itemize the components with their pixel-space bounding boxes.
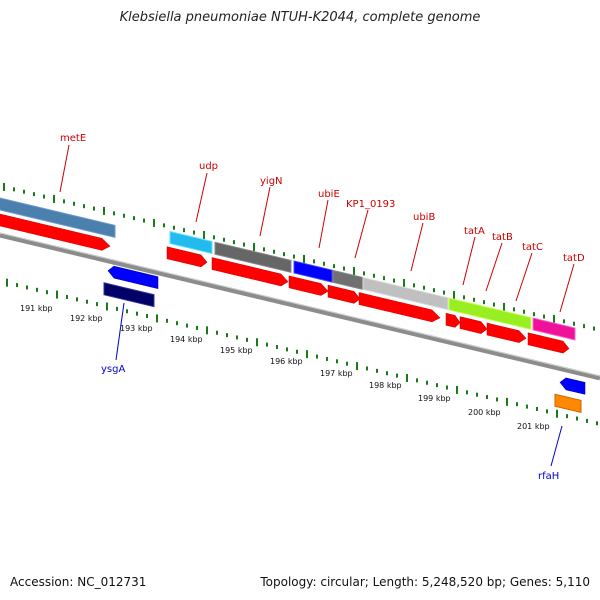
scale-label-191: 191 kbp — [20, 304, 53, 313]
label-tatB: tatB — [492, 232, 513, 243]
label-ubiB: ubiB — [413, 212, 435, 223]
cds-ubiE — [288, 275, 329, 296]
map-title: Klebsiella pneumoniae NTUH-K2044, comple… — [119, 10, 481, 25]
cds-ubiB — [358, 292, 441, 323]
scale-label-193: 193 kbp — [120, 324, 153, 333]
cds-metE — [0, 212, 111, 251]
scale-label-201: 201 kbp — [517, 422, 550, 431]
label-tatD: tatD — [563, 253, 585, 264]
leader-KP1_0193 — [354, 209, 369, 259]
scale-label-197: 197 kbp — [320, 369, 353, 378]
feature-ubiB — [362, 276, 449, 311]
leader-metE — [59, 144, 70, 193]
reverse-label-leaders — [115, 302, 563, 467]
cds-udp — [166, 246, 208, 268]
scale-label-194: 194 kbp — [170, 335, 203, 344]
label-ysgA: ysgA — [101, 364, 125, 375]
feature-ubiE — [293, 260, 333, 283]
feature-ysgA — [103, 282, 155, 308]
label-KP1_0193: KP1_0193 — [346, 199, 395, 210]
label-metE: metE — [60, 133, 86, 144]
scale-label-192: 192 kbp — [70, 314, 103, 323]
backbone-highlight — [0, 232, 600, 377]
accession-text: Accession: NC_012731 — [10, 575, 147, 589]
label-rfaH: rfaH — [538, 471, 559, 482]
cds-tatD — [527, 332, 570, 354]
forward-label-leaders — [59, 144, 575, 313]
leader-rfaH — [550, 425, 563, 467]
cds-rfaH — [559, 377, 586, 395]
leader-tatB — [485, 242, 503, 292]
cds-ysgA — [107, 265, 159, 289]
feature-rfaH — [554, 393, 582, 414]
label-tatC: tatC — [522, 242, 543, 253]
feature-yigN — [214, 241, 292, 273]
reverse-gene-labels: ysgA rfaH — [101, 364, 559, 482]
leader-ysgA — [115, 302, 125, 361]
forward-cds-track — [0, 212, 570, 354]
leader-tatD — [559, 263, 575, 313]
leader-tatA — [462, 236, 476, 286]
leader-tatC — [515, 252, 533, 302]
reverse-feature-track — [103, 265, 586, 414]
cds-tatC — [486, 322, 527, 343]
label-udp: udp — [199, 161, 218, 172]
leader-yigN — [259, 186, 271, 237]
label-ubiE: ubiE — [318, 189, 340, 200]
feature-udp — [169, 230, 213, 255]
scale-label-199: 199 kbp — [418, 394, 451, 403]
feature-tatABC — [448, 297, 532, 331]
upper-scale-ticks — [3, 182, 595, 331]
feature-tatD — [532, 317, 576, 341]
scale-labels: 191 kbp 192 kbp 193 kbp 194 kbp 195 kbp … — [20, 304, 550, 431]
scale-label-195: 195 kbp — [220, 346, 253, 355]
label-yigN: yigN — [260, 176, 283, 187]
scale-label-196: 196 kbp — [270, 357, 303, 366]
leader-ubiE — [318, 199, 329, 249]
genome-summary-text: Topology: circular; Length: 5,248,520 bp… — [260, 575, 590, 589]
lower-scale-ticks — [6, 278, 598, 426]
cds-yigN — [211, 257, 289, 287]
cds-tatB — [459, 316, 488, 334]
feature-KP1_0193 — [332, 269, 364, 291]
forward-feature-track — [0, 196, 576, 341]
leader-ubiB — [410, 222, 424, 272]
cds-tatA — [445, 312, 461, 328]
cds-KP1_0193 — [327, 284, 361, 304]
label-tatA: tatA — [464, 226, 485, 237]
backbone-line — [0, 232, 600, 381]
feature-metE — [0, 196, 116, 239]
scale-label-198: 198 kbp — [369, 381, 402, 390]
leader-udp — [195, 172, 208, 223]
forward-gene-labels: metE udp yigN ubiE KP1_0193 ubiB tatA ta… — [60, 133, 585, 264]
scale-label-200: 200 kbp — [468, 408, 501, 417]
